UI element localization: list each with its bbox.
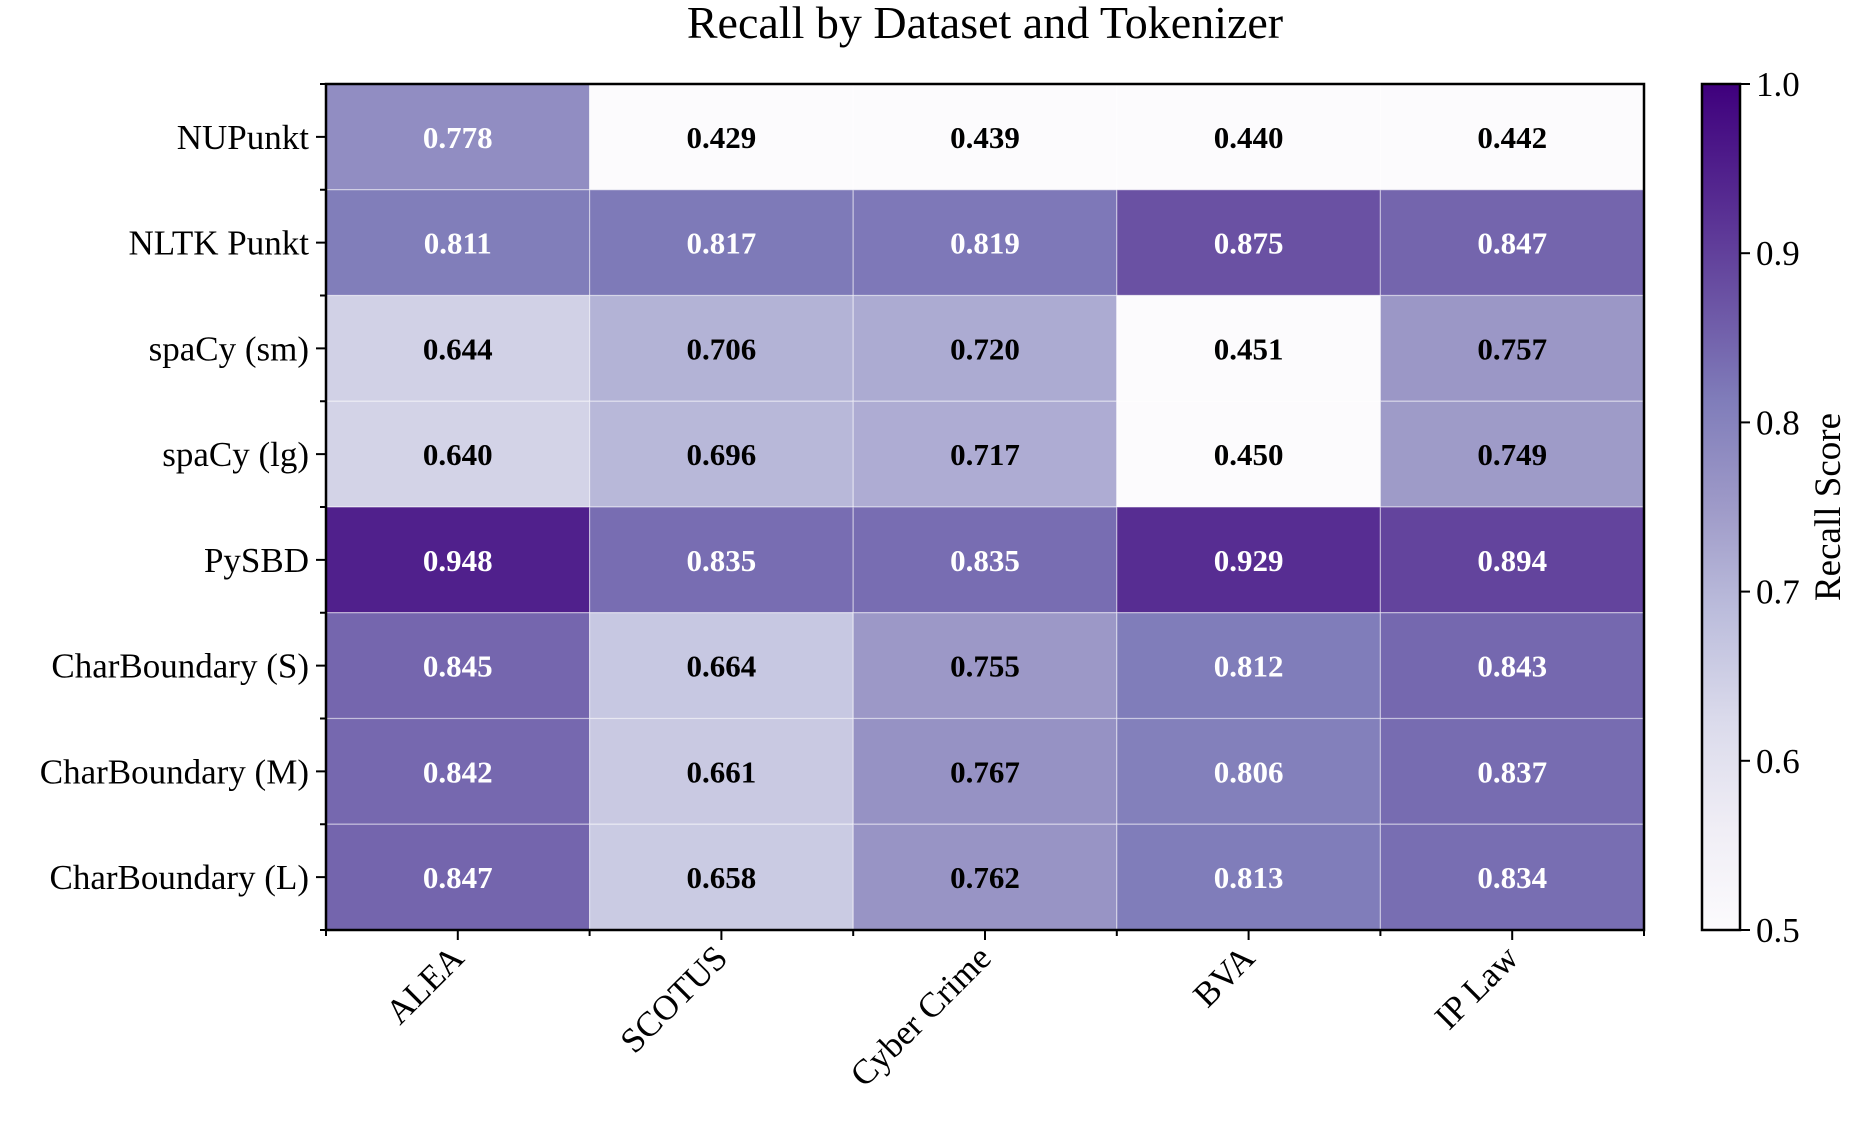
- colorbar: 0.5 0.6 0.7 0.8 0.9 1.0 Recall Score: [1700, 65, 1849, 950]
- colorbar-gradient: [1700, 82, 1742, 932]
- cell-value-label: 0.717: [950, 437, 1020, 472]
- colorbar-tick-label: 0.8: [1756, 403, 1800, 442]
- colorbar-label: Recall Score: [1808, 413, 1849, 601]
- cell-value-label: 0.644: [423, 331, 493, 366]
- cell-value-label: 0.845: [423, 649, 493, 684]
- heatmap-cell: [1116, 83, 1382, 191]
- cell-value-label: 0.439: [950, 120, 1020, 155]
- heatmap-cell: [588, 823, 854, 931]
- cell-value-label: 0.451: [1214, 331, 1284, 366]
- y-tick-label: spaCy (sm): [149, 329, 309, 368]
- x-tick-label: Cyber Crime: [843, 938, 999, 1094]
- y-tick-label: spaCy (lg): [162, 435, 309, 474]
- heatmap-cell: [325, 83, 591, 191]
- heatmap-cell: [852, 189, 1118, 297]
- x-tick-label: BVA: [1186, 938, 1263, 1015]
- x-tick-label: ALEA: [378, 938, 472, 1032]
- heatmap-cell: [1116, 400, 1382, 508]
- colorbar-tick-label: 0.7: [1756, 573, 1800, 612]
- cell-value-label: 0.664: [687, 649, 757, 684]
- cell-value-label: 0.843: [1477, 649, 1547, 684]
- colorbar-tick-label: 1.0: [1756, 65, 1800, 104]
- cell-value-label: 0.842: [423, 754, 493, 789]
- y-tick-label: CharBoundary (S): [51, 647, 309, 686]
- cell-value-label: 0.640: [423, 437, 493, 472]
- heatmap-cell: [1379, 823, 1645, 931]
- cell-value-label: 0.661: [687, 754, 757, 789]
- y-tick-label: CharBoundary (L): [49, 858, 309, 897]
- heatmap-cell: [852, 823, 1118, 931]
- cell-value-label: 0.847: [423, 860, 493, 895]
- cell-value-label: 0.875: [1214, 226, 1284, 261]
- cell-value-label: 0.757: [1477, 331, 1547, 366]
- heatmap-cell: [852, 400, 1118, 508]
- cell-value-label: 0.720: [950, 331, 1020, 366]
- colorbar-tick-label: 0.5: [1756, 911, 1800, 950]
- heatmap-cell: [588, 612, 854, 720]
- x-tick-label: SCOTUS: [613, 938, 735, 1060]
- heatmap-cell: [852, 506, 1118, 614]
- x-axis: ALEA SCOTUS Cyber Crime BVA IP Law: [325, 930, 1645, 1094]
- heatmap-cell: [1379, 189, 1645, 297]
- heatmap-cell: [588, 400, 854, 508]
- heatmap-cell: [1116, 612, 1382, 720]
- heatmap-cell: [852, 294, 1118, 402]
- heatmap-cell: [1116, 823, 1382, 931]
- cell-value-label: 0.948: [423, 543, 493, 578]
- chart-title: Recall by Dataset and Tokenizer: [687, 0, 1283, 48]
- y-tick-label: NLTK Punkt: [128, 224, 309, 263]
- colorbar-ticks: 0.5 0.6 0.7 0.8 0.9 1.0: [1740, 65, 1800, 950]
- heatmap-cell: [325, 823, 591, 931]
- heatmap-cell: [852, 612, 1118, 720]
- x-tick-label: IP Law: [1427, 938, 1526, 1037]
- cell-value-label: 0.696: [687, 437, 757, 472]
- y-tick-label: NUPunkt: [177, 118, 310, 157]
- heatmap-value-labels: 0.778 0.429 0.439 0.440 0.442 0.811 0.817 0.819…: [423, 120, 1547, 895]
- heatmap-cell: [1379, 717, 1645, 825]
- heatmap-cell: [1379, 400, 1645, 508]
- cell-value-label: 0.778: [423, 120, 493, 155]
- colorbar-tick-label: 0.6: [1756, 742, 1800, 781]
- cell-value-label: 0.706: [687, 331, 757, 366]
- cell-value-label: 0.894: [1477, 543, 1547, 578]
- colorbar-tick-label: 0.9: [1756, 234, 1800, 273]
- cell-value-label: 0.806: [1214, 754, 1284, 789]
- cell-value-label: 0.929: [1214, 543, 1284, 578]
- cell-value-label: 0.749: [1477, 437, 1547, 472]
- cell-value-label: 0.819: [950, 226, 1020, 261]
- cell-value-label: 0.837: [1477, 754, 1547, 789]
- cell-value-label: 0.450: [1214, 437, 1284, 472]
- heatmap-cell: [1379, 506, 1645, 614]
- heatmap-cell: [588, 506, 854, 614]
- heatmap-cell: [325, 189, 591, 297]
- cell-value-label: 0.817: [687, 226, 757, 261]
- heatmap-cell: [325, 506, 591, 614]
- cell-value-label: 0.440: [1214, 120, 1284, 155]
- cell-value-label: 0.767: [950, 754, 1020, 789]
- y-tick-label: CharBoundary (M): [40, 752, 309, 791]
- cell-value-label: 0.812: [1214, 649, 1284, 684]
- cell-value-label: 0.835: [950, 543, 1020, 578]
- y-tick-label: PySBD: [204, 541, 309, 580]
- cell-value-label: 0.811: [424, 226, 492, 261]
- heatmap-cell: [588, 294, 854, 402]
- y-axis: NUPunkt NLTK Punkt spaCy (sm) spaCy (lg) PyS…: [40, 83, 326, 931]
- cell-value-label: 0.834: [1477, 860, 1547, 895]
- heatmap-cell: [1116, 294, 1382, 402]
- cell-value-label: 0.835: [687, 543, 757, 578]
- cell-value-label: 0.442: [1477, 120, 1547, 155]
- cell-value-label: 0.813: [1214, 860, 1284, 895]
- heatmap-cell: [1379, 294, 1645, 402]
- cell-value-label: 0.658: [687, 860, 757, 895]
- heatmap-cell: [588, 83, 854, 191]
- heatmap-cells: [325, 83, 1645, 931]
- cell-value-label: 0.762: [950, 860, 1020, 895]
- cell-value-label: 0.847: [1477, 226, 1547, 261]
- cell-value-label: 0.755: [950, 649, 1020, 684]
- heatmap-cell: [325, 717, 591, 825]
- cell-value-label: 0.429: [687, 120, 757, 155]
- heatmap-cell: [1379, 83, 1645, 191]
